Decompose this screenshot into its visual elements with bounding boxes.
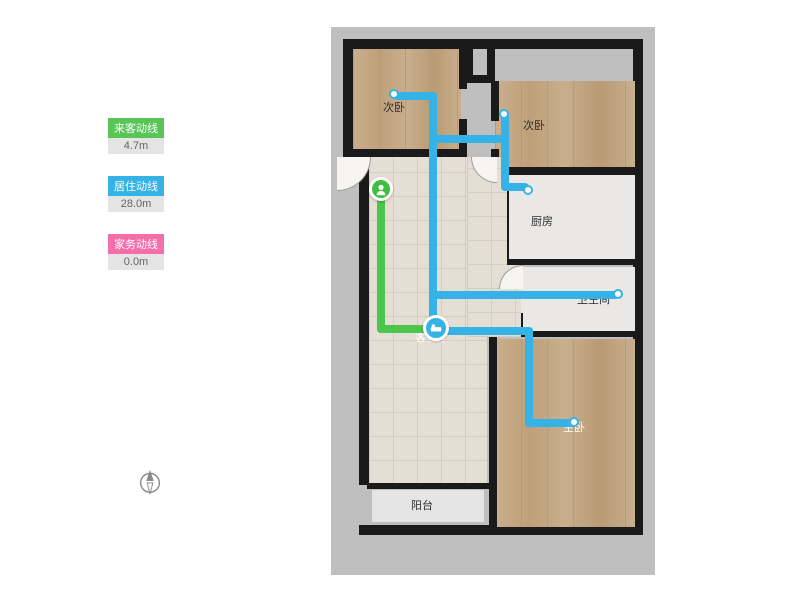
wall-bath-b — [517, 331, 637, 337]
node-end-dot — [613, 289, 623, 299]
wall-top-notch-r — [487, 47, 495, 83]
label-bed2b: 次卧 — [523, 117, 545, 133]
wall-bed2b-b — [491, 167, 637, 175]
legend-item-resident: 居住动线 28.0m — [108, 176, 178, 212]
label-balcony: 阳台 — [411, 497, 433, 513]
legend-guest-value: 4.7m — [108, 138, 164, 154]
wall-master-l — [489, 337, 497, 485]
wall-bed2b-l1 — [491, 81, 499, 121]
node-end-dot — [569, 417, 579, 427]
path-res-seg — [525, 327, 533, 427]
legend-chore-label: 家务动线 — [108, 234, 164, 254]
path-res-seg — [429, 291, 619, 299]
wall-bed2a-b — [353, 149, 467, 157]
node-end-dot — [523, 185, 533, 195]
legend-chore-value: 0.0m — [108, 254, 164, 270]
label-kitchen: 厨房 — [531, 213, 553, 229]
wall-left-lower — [359, 155, 369, 485]
label-bed2a: 次卧 — [383, 99, 405, 115]
node-end-dot — [389, 89, 399, 99]
node-guest-start — [369, 177, 393, 201]
wall-kitchen-b — [503, 259, 637, 265]
path-res-seg — [525, 419, 575, 427]
wall-balcony-t — [367, 483, 491, 489]
wall-left-upper — [343, 39, 353, 159]
node-resident-start — [423, 315, 449, 341]
legend-resident-value: 28.0m — [108, 196, 164, 212]
room-bed2b — [495, 81, 635, 169]
path-guest-seg — [377, 185, 385, 333]
legend-resident-label: 居住动线 — [108, 176, 164, 196]
legend-item-chore: 家务动线 0.0m — [108, 234, 178, 270]
legend-item-guest: 来客动线 4.7m — [108, 118, 178, 154]
floorplan: 次卧 次卧 厨房 卫生间 客餐厅 主卧 阳台 — [331, 27, 655, 575]
node-end-dot — [499, 109, 509, 119]
legend: 来客动线 4.7m 居住动线 28.0m 家务动线 0.0m — [108, 118, 178, 292]
path-res-seg — [429, 135, 509, 143]
compass-icon — [135, 466, 165, 496]
path-res-seg — [393, 92, 437, 100]
legend-guest-label: 来客动线 — [108, 118, 164, 138]
